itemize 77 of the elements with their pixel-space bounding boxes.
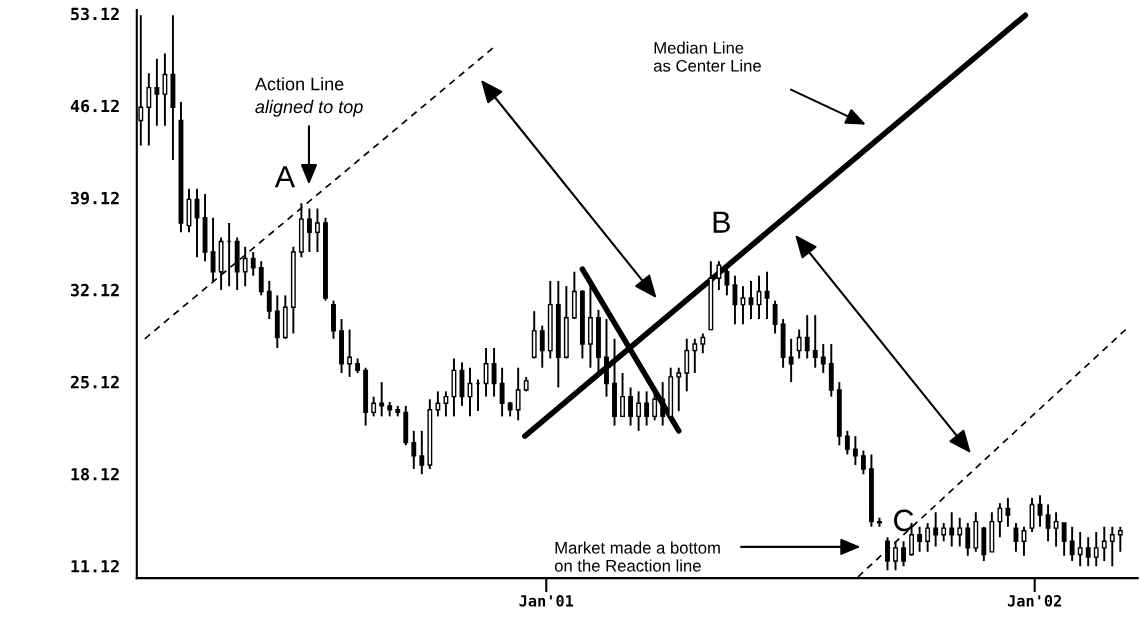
candlestick (772, 299, 778, 335)
candlestick (933, 511, 939, 548)
candlestick (266, 279, 272, 321)
annotation: aligned to top (255, 99, 363, 117)
y-tick-label: 46.12 (70, 99, 119, 113)
candlestick (804, 314, 810, 360)
candlestick (1117, 525, 1123, 553)
candlestick (812, 314, 818, 369)
candlestick (644, 390, 650, 427)
candlestick (146, 72, 152, 147)
candlestick (893, 540, 898, 572)
candlestick (957, 516, 963, 548)
candlestick (1085, 536, 1091, 568)
candlestick (371, 395, 377, 418)
y-tick-label: 53.12 (71, 7, 119, 21)
candlestick (684, 337, 690, 393)
candlestick (628, 386, 634, 427)
candlestick (419, 429, 425, 476)
candlestick (411, 429, 417, 470)
candlestick (1109, 525, 1115, 568)
x-tick-label: Jan'02 (1007, 595, 1062, 607)
candlestick (1101, 525, 1107, 562)
candlestick (917, 525, 923, 553)
candlestick (660, 381, 666, 427)
candlestick (1093, 531, 1099, 568)
candlestick (347, 328, 352, 378)
candlestick (315, 207, 320, 253)
candlestick (636, 390, 642, 432)
candlestick (620, 372, 625, 418)
candlestick (491, 347, 497, 398)
candlestick (965, 521, 971, 557)
candlestick (716, 260, 722, 292)
annotation: Action Line (254, 77, 344, 91)
candlestick (941, 521, 947, 543)
candlestick (1005, 496, 1011, 528)
y-tick-label: 39.12 (70, 191, 119, 205)
y-tick-label: 25.12 (70, 375, 119, 389)
candlestick (788, 337, 794, 384)
y-tick-label: 32.12 (70, 283, 119, 297)
candlestick (515, 366, 521, 422)
candlestick (997, 502, 1003, 539)
candlestick (1069, 525, 1075, 562)
candlestick (1077, 531, 1083, 568)
candlestick (676, 366, 682, 413)
candlestick (539, 324, 545, 369)
candlestick (379, 381, 385, 418)
candlestick (700, 332, 706, 355)
candlestick (844, 429, 850, 456)
candlestick (796, 328, 802, 360)
candlestick (162, 52, 168, 127)
candlestick (242, 245, 248, 288)
candlestick (820, 343, 826, 374)
candlestick (949, 511, 955, 548)
candlestick (1061, 521, 1067, 557)
candlestick (1053, 511, 1059, 548)
candlestick (925, 521, 931, 553)
candlestick (852, 435, 858, 466)
candlestick (250, 251, 256, 277)
annotation: B (713, 211, 730, 233)
y-tick-label: 11.12 (71, 559, 119, 573)
candlestick (860, 449, 866, 476)
annotation: A (274, 166, 296, 188)
annotation: C (894, 509, 914, 532)
annotation: Market made a bottom on the Reaction line (554, 541, 720, 572)
candlestick (692, 337, 698, 374)
candlestick (306, 207, 312, 253)
candlestick (154, 57, 160, 127)
x-tick-label: Jan'01 (519, 595, 574, 607)
y-tick-label: 18.12 (71, 467, 119, 481)
candlestick (258, 260, 264, 297)
annotation: Median Line as Center Line (653, 41, 761, 72)
candlestick (901, 540, 906, 568)
candlestick (435, 390, 441, 418)
candlestick (443, 390, 449, 418)
candlestick (499, 366, 505, 418)
candlestick (885, 536, 890, 572)
candlestick (210, 216, 216, 282)
